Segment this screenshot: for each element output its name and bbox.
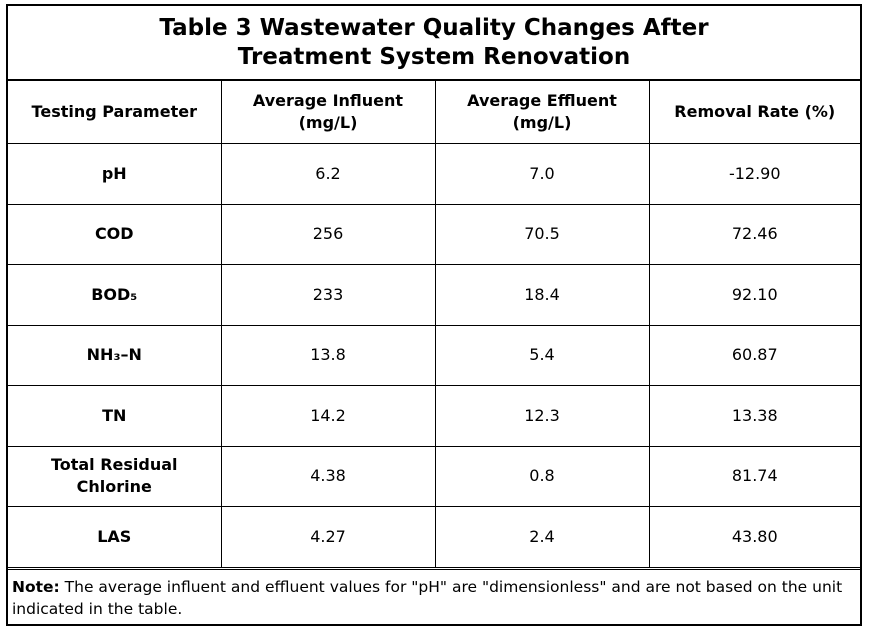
table-title-line-2: Treatment System Renovation — [237, 43, 631, 70]
header-testing-parameter: Testing Parameter — [8, 81, 222, 144]
table-row: LAS 4.27 2.4 43.80 — [8, 506, 860, 568]
table-frame: Table 3 Wastewater Quality Changes After… — [6, 4, 862, 626]
cell-effluent: 7.0 — [434, 143, 650, 205]
table-row: Total Residual Chlorine 4.38 0.8 81.74 — [8, 445, 860, 507]
table-row: BOD₅ 233 18.4 92.10 — [8, 264, 860, 326]
cell-removal-rate: 92.10 — [648, 264, 860, 326]
cell-removal-rate: 81.74 — [648, 445, 860, 507]
cell-effluent: 70.5 — [434, 203, 650, 265]
header-average-influent: Average Influent (mg/L) — [220, 81, 436, 144]
header-row: Testing Parameter Average Influent (mg/L… — [8, 81, 860, 144]
cell-effluent: 0.8 — [434, 445, 650, 507]
cell-influent: 4.27 — [220, 506, 436, 568]
cell-influent: 6.2 — [220, 143, 436, 205]
table-row: TN 14.2 12.3 13.38 — [8, 385, 860, 447]
cell-removal-rate: 72.46 — [648, 203, 860, 265]
table-row: COD 256 70.5 72.46 — [8, 203, 860, 265]
table-title-line-1: Table 3 Wastewater Quality Changes After — [159, 14, 709, 41]
cell-parameter: NH₃–N — [8, 324, 222, 386]
cell-removal-rate: -12.90 — [648, 143, 860, 205]
cell-parameter: BOD₅ — [8, 264, 222, 326]
note-text: The average influent and effluent values… — [12, 578, 843, 618]
cell-parameter: Total Residual Chlorine — [8, 445, 222, 507]
cell-influent: 13.8 — [220, 324, 436, 386]
cell-influent: 4.38 — [220, 445, 436, 507]
table-title: Table 3 Wastewater Quality Changes After… — [8, 6, 860, 81]
table-row: NH₃–N 13.8 5.4 60.87 — [8, 324, 860, 386]
cell-influent: 256 — [220, 203, 436, 265]
cell-effluent: 2.4 — [434, 506, 650, 568]
table-row: pH 6.2 7.0 -12.90 — [8, 143, 860, 205]
data-table: Testing Parameter Average Influent (mg/L… — [8, 81, 860, 568]
table-note: Note: The average influent and effluent … — [8, 569, 860, 626]
cell-effluent: 5.4 — [434, 324, 650, 386]
cell-removal-rate: 43.80 — [648, 506, 860, 568]
cell-parameter: COD — [8, 203, 222, 265]
cell-effluent: 12.3 — [434, 385, 650, 447]
cell-influent: 14.2 — [220, 385, 436, 447]
cell-parameter: pH — [8, 143, 222, 205]
cell-parameter: TN — [8, 385, 222, 447]
cell-parameter: LAS — [8, 506, 222, 568]
cell-removal-rate: 13.38 — [648, 385, 860, 447]
cell-effluent: 18.4 — [434, 264, 650, 326]
header-average-effluent: Average Effluent (mg/L) — [434, 81, 650, 144]
header-removal-rate: Removal Rate (%) — [648, 81, 860, 144]
cell-removal-rate: 60.87 — [648, 324, 860, 386]
note-label: Note: — [12, 578, 60, 596]
cell-influent: 233 — [220, 264, 436, 326]
